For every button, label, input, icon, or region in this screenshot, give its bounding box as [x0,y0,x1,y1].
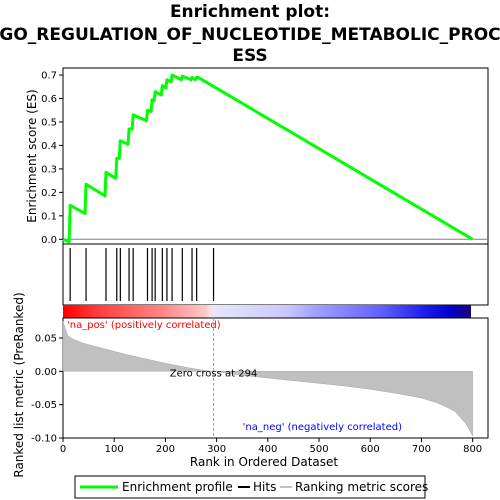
rank-y-ticks: 0.05 0.00 -0.05 -0.10 [31,334,63,445]
legend-label-ranking-metric: Ranking metric scores [295,480,428,494]
es-y-tick-label: 0.3 [41,164,57,175]
es-y-tick-label: 0.5 [41,117,57,128]
chart-title-line-1: Enrichment plot: [170,2,330,22]
rank-y-axis-label: Ranked list metric (PreRanked) [12,292,26,477]
hit-lines [69,248,215,301]
x-axis-ticks: 0 100 200 300 400 500 600 700 800 [60,438,482,455]
neg-correlated-label: 'na_neg' (negatively correlated) [243,422,402,433]
rank-color-bar [63,305,471,318]
rank-y-tick-label: 0.05 [35,334,57,345]
x-tick-label: 100 [105,444,124,455]
x-tick-label: 700 [412,444,431,455]
chart-title-line-3: ESS [232,46,267,66]
es-y-axis-label: Enrichment score (ES) [25,89,39,222]
x-tick-label: 500 [309,444,328,455]
es-y-tick-label: 0.7 [41,71,57,82]
x-tick-label: 0 [60,444,66,455]
es-panel-frame [62,67,489,245]
x-tick-label: 300 [207,444,226,455]
x-axis-label: Rank in Ordered Dataset [190,455,338,469]
rank-y-tick-label: -0.10 [31,434,57,445]
x-tick-label: 200 [156,444,175,455]
rank-y-tick-label: -0.05 [31,400,57,411]
es-y-tick-label: 0.0 [41,235,57,246]
es-panel: 0.0 0.1 0.2 0.3 0.4 0.5 0.6 0.7 Enrichment scor… [25,67,489,246]
legend-label-hits: Hits [253,480,276,494]
chart-title-line-2: GO_REGULATION_OF_NUCLEOTIDE_METABOLIC_PR… [0,25,500,45]
es-y-tick-label: 0.6 [41,94,57,105]
x-tick-label: 400 [258,444,277,455]
es-y-ticks: 0.0 0.1 0.2 0.3 0.4 0.5 0.6 0.7 [41,71,63,246]
rank-y-tick-label: 0.00 [35,367,57,378]
legend: Enrichment profile Hits Ranking metric s… [74,475,428,499]
zero-cross-annotation: Zero cross at 294 [170,368,258,379]
x-tick-label: 600 [361,444,380,455]
legend-label-enrichment-profile: Enrichment profile [122,480,233,494]
es-y-tick-label: 0.4 [41,141,57,152]
es-y-tick-label: 0.1 [41,211,57,222]
es-y-tick-label: 0.2 [41,188,57,199]
hits-panel-frame [62,243,489,306]
x-tick-label: 800 [463,444,482,455]
ranking-metric-area [62,321,473,437]
pos-correlated-label: 'na_pos' (positively correlated) [67,320,221,331]
rank-panel: 0.05 0.00 -0.05 -0.10 Zero cross at 294 'na… [12,292,489,478]
hits-panel [62,243,489,306]
enrichment-profile-line [62,73,474,244]
